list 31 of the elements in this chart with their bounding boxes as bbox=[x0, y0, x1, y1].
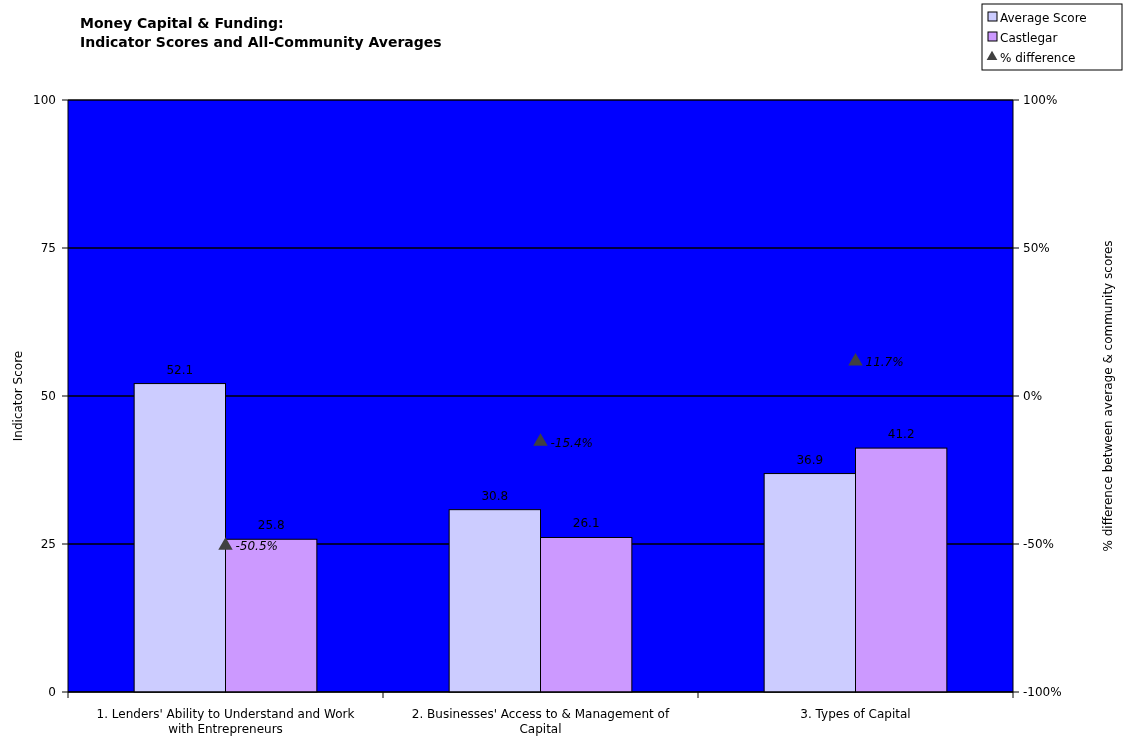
data-label: 36.9 bbox=[796, 452, 824, 467]
x-tick-label: 1. Lenders' Ability to Understand and Work with Entrepreneurs bbox=[96, 707, 355, 736]
data-label: 26.1 bbox=[572, 516, 600, 531]
point bbox=[848, 353, 863, 366]
y-tick-label: 25 bbox=[40, 537, 56, 551]
point bbox=[533, 433, 548, 446]
chart-title: Money Capital & Funding: Indicator Scores and All-Community Averages bbox=[80, 15, 442, 50]
y-tick-label: 50 bbox=[40, 389, 56, 403]
y-axis-title: Indicator Score bbox=[11, 350, 25, 442]
data-label: 41.2 bbox=[887, 427, 915, 442]
y2-axis-title: % difference between average & community scores bbox=[1101, 240, 1115, 552]
data-label: 25.8 bbox=[257, 518, 285, 533]
legend-label: Castlegar bbox=[1000, 31, 1058, 45]
data-label: 30.8 bbox=[481, 488, 509, 503]
y2-tick-label: 0% bbox=[1023, 389, 1043, 403]
y2-tick-label: -50% bbox=[1023, 537, 1055, 551]
data-label: -15.4% bbox=[550, 435, 593, 450]
point bbox=[218, 537, 233, 550]
x-tick-label: 2. Businesses' Access to & Management of Capital bbox=[411, 707, 670, 736]
y2-tick-label: 50% bbox=[1023, 241, 1050, 255]
y-tick-label: 0 bbox=[48, 685, 56, 699]
x-tick-label: 3. Types of Capital bbox=[800, 707, 911, 721]
y-tick-label: 100 bbox=[33, 93, 56, 107]
y-tick-label: 75 bbox=[40, 241, 56, 255]
data-label: 52.1 bbox=[166, 362, 194, 377]
data-label: -50.5% bbox=[235, 539, 278, 554]
legend-label: % difference bbox=[1000, 51, 1076, 65]
legend-label: Average Score bbox=[1000, 11, 1087, 25]
y2-tick-label: -100% bbox=[1023, 685, 1062, 699]
y2-tick-label: 100% bbox=[1023, 93, 1058, 107]
data-label: 11.7% bbox=[865, 355, 904, 370]
